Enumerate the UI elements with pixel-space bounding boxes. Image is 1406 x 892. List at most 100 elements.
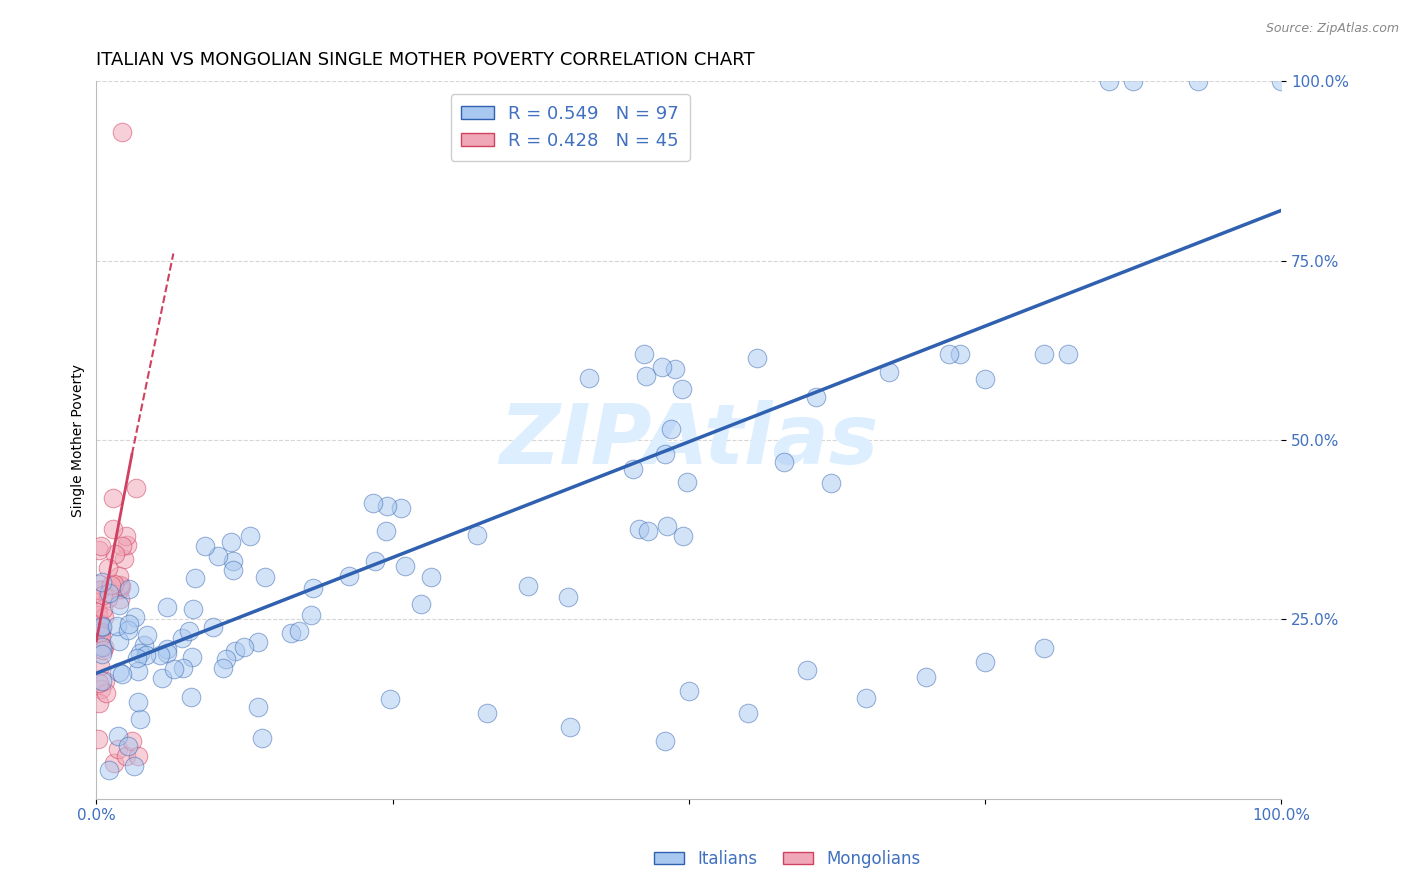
Point [91, 601, 114, 615]
Point [115, 538, 138, 552]
Point [745, 351, 768, 366]
Point [633, 347, 655, 361]
Point [222, 563, 245, 577]
Point [517, 579, 540, 593]
Point [89, 583, 111, 598]
Point [177, 624, 200, 639]
Point [180, 650, 202, 665]
Point [201, 619, 224, 633]
Point [91, 619, 114, 633]
Point [97, 591, 120, 606]
Point [93, 610, 115, 624]
Text: Source: ZipAtlas.com: Source: ZipAtlas.com [1265, 22, 1399, 36]
Point [1270, 74, 1292, 88]
Point [654, 734, 676, 748]
Point [111, 124, 134, 138]
Point [97, 585, 120, 599]
Legend: R = 0.549   N = 97, R = 0.428   N = 45: R = 0.549 N = 97, R = 0.428 N = 45 [450, 94, 690, 161]
Point [107, 741, 129, 756]
Point [91, 588, 114, 602]
Point [105, 619, 128, 633]
Point [87, 617, 110, 632]
Point [380, 692, 402, 706]
Point [134, 639, 156, 653]
Point [117, 616, 139, 631]
Point [247, 635, 270, 649]
Point [172, 661, 194, 675]
Point [127, 748, 149, 763]
Point [118, 582, 141, 596]
Point [90, 616, 112, 631]
Point [89, 583, 111, 598]
Point [93, 640, 115, 655]
Point [101, 522, 124, 536]
Point [659, 421, 682, 435]
Point [150, 671, 173, 685]
Point [128, 646, 150, 660]
Point [361, 496, 384, 510]
Point [675, 475, 697, 490]
Point [578, 371, 600, 385]
Point [1122, 74, 1144, 88]
Point [91, 674, 114, 689]
Point [678, 684, 700, 698]
Point [246, 700, 269, 714]
Point [621, 462, 644, 476]
Point [420, 570, 443, 584]
Point [90, 629, 112, 643]
Point [222, 553, 245, 567]
Point [149, 648, 172, 662]
Point [288, 624, 311, 638]
Point [949, 347, 972, 361]
Point [796, 663, 818, 677]
Point [1098, 74, 1121, 88]
Point [117, 624, 139, 638]
Point [97, 561, 120, 575]
Point [938, 347, 960, 361]
Point [127, 664, 149, 678]
Point [87, 577, 110, 591]
Point [163, 662, 186, 676]
Point [477, 706, 499, 720]
Point [156, 641, 179, 656]
Point [219, 535, 242, 549]
Point [124, 609, 146, 624]
Point [224, 643, 246, 657]
Point [114, 529, 136, 543]
Point [465, 528, 488, 542]
Point [974, 372, 997, 386]
Point [127, 651, 149, 665]
Text: ITALIAN VS MONGOLIAN SINGLE MOTHER POVERTY CORRELATION CHART: ITALIAN VS MONGOLIAN SINGLE MOTHER POVER… [97, 51, 755, 69]
Point [104, 547, 127, 561]
Point [337, 569, 360, 583]
Point [100, 578, 122, 592]
Point [134, 648, 156, 663]
Point [87, 542, 110, 557]
Point [94, 674, 117, 689]
Point [89, 659, 111, 673]
Point [180, 690, 202, 704]
Point [215, 651, 238, 665]
Point [301, 581, 323, 595]
Point [374, 524, 396, 539]
Point [1033, 347, 1056, 361]
Point [375, 499, 398, 513]
Point [125, 481, 148, 495]
Point [1187, 74, 1209, 88]
Point [233, 640, 256, 654]
Point [212, 661, 235, 675]
Point [103, 577, 125, 591]
Point [91, 574, 114, 589]
Point [671, 382, 693, 396]
Point [107, 729, 129, 743]
Point [90, 539, 112, 553]
Point [108, 665, 131, 680]
Point [108, 582, 131, 596]
Point [250, 731, 273, 745]
Point [389, 500, 412, 515]
Point [86, 731, 108, 746]
Point [107, 569, 129, 583]
Point [737, 706, 759, 720]
Point [87, 676, 110, 690]
Point [671, 528, 693, 542]
